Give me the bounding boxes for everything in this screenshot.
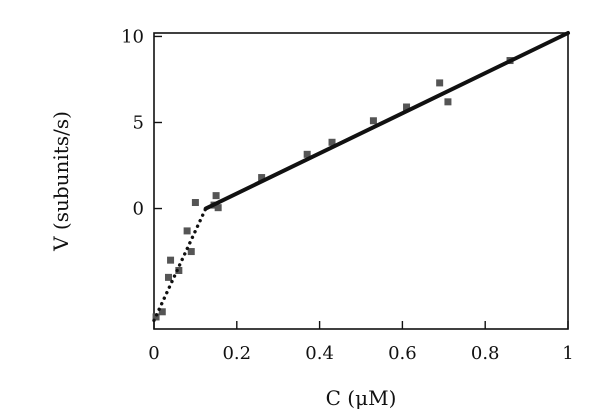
x-tick-label: 0.4 (305, 343, 334, 364)
plot-frame (153, 32, 569, 330)
solid-fit-line (203, 31, 570, 211)
y-axis-ticks: 0 5 10 (121, 26, 162, 220)
x-tick-label: 0.6 (388, 343, 417, 364)
data-point (187, 248, 195, 256)
x-tick-label: 1 (562, 343, 573, 364)
data-point (152, 313, 160, 321)
data-point (258, 174, 266, 182)
x-tick-label: 0.2 (222, 343, 251, 364)
data-point (212, 192, 220, 200)
x-axis-ticks: 0 0.2 0.4 0.6 0.8 1 (148, 321, 574, 364)
dotted-fit-line (152, 206, 208, 323)
data-point (175, 266, 183, 274)
data-point (164, 273, 172, 281)
x-axis-label: C (μM) (326, 386, 397, 410)
y-tick-label: 0 (133, 199, 144, 220)
x-tick-label: 0.8 (471, 343, 500, 364)
data-point (191, 199, 199, 207)
y-tick-label: 5 (133, 112, 144, 133)
data-point (403, 103, 411, 111)
series-layer (152, 31, 570, 323)
data-point (369, 117, 377, 125)
data-point (167, 256, 175, 264)
data-point (328, 138, 336, 146)
y-tick-label: 10 (121, 26, 144, 47)
data-point (214, 204, 222, 212)
data-point (183, 227, 191, 235)
data-point (303, 150, 311, 158)
data-point (436, 79, 444, 87)
data-point (158, 308, 166, 316)
x-tick-label: 0 (148, 343, 159, 364)
data-point (444, 98, 452, 106)
y-axis-label: V (subunits/s) (49, 111, 73, 252)
